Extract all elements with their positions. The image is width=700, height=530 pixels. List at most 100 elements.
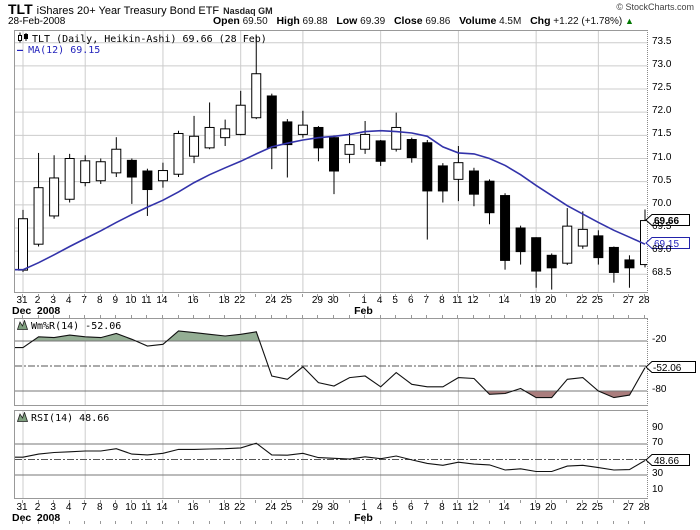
month-axis-label: 2008 (36, 512, 61, 524)
candle-down (484, 180, 495, 214)
axis-tick (68, 500, 70, 503)
axis-tick (644, 521, 645, 524)
axis-tick (146, 521, 148, 524)
candle-down (375, 140, 386, 162)
axis-tick (410, 500, 412, 503)
axis-tick (628, 500, 630, 503)
axis-tick (255, 294, 257, 297)
axis-tick (239, 521, 241, 524)
date-axis-label: 2 (34, 295, 41, 306)
axis-tick (317, 521, 319, 524)
candle-up (111, 148, 122, 174)
date-axis-label: 9 (112, 295, 119, 306)
candle-down (126, 159, 137, 178)
close-value: 69.86 (425, 16, 451, 27)
axis-tick (379, 521, 381, 524)
axis-tick (115, 294, 117, 297)
date-axis-label: 22 (234, 295, 246, 306)
axis-tick (115, 521, 117, 524)
low-label: Low (336, 15, 358, 27)
date-axis-label: 30 (327, 295, 339, 306)
williams-r-panel (14, 318, 648, 406)
axis-tick (208, 500, 210, 503)
candle-up (49, 177, 60, 217)
axis-tick (286, 294, 288, 297)
axis-tick (333, 521, 334, 524)
axis-tick (348, 294, 350, 297)
date-axis-label: 25 (280, 295, 292, 306)
axis-tick (22, 294, 23, 297)
low-value: 69.39 (360, 16, 386, 27)
ma-value-badge-text: 69.15 (654, 239, 679, 250)
candle-down (266, 95, 277, 149)
change-up-arrow-icon: ▲ (625, 16, 634, 26)
price-axis-label: 72.0 (652, 105, 672, 117)
month-axis-label: Dec (12, 305, 32, 317)
date-axis-label: 12 (467, 502, 479, 513)
date-axis-label: 28 (638, 502, 650, 513)
month-axis-label: Feb (354, 512, 373, 524)
axis-tick (286, 500, 288, 503)
date-axis-label: 7 (81, 295, 87, 306)
axis-tick (130, 294, 132, 297)
date-axis-label: 14 (498, 295, 510, 306)
date-axis-label: 4 (376, 295, 383, 306)
axis-tick (426, 521, 428, 524)
date-axis-label: 24 (265, 502, 277, 513)
price-axis-label: 73.0 (652, 58, 672, 70)
candle-up (173, 132, 184, 175)
candle-up (157, 170, 168, 182)
month-axis-label: Feb (354, 305, 373, 317)
candle-down (546, 254, 557, 269)
indicator-area-icon (16, 319, 29, 330)
candlestick-plot (15, 31, 647, 292)
candle-up (297, 124, 308, 135)
axis-tick (472, 500, 474, 503)
date-axis-label: 14 (156, 295, 168, 306)
candle-up (204, 126, 215, 149)
date-axis-label: 25 (591, 295, 603, 306)
rsi-value-badge-text: 48.66 (654, 456, 679, 467)
axis-tick (581, 500, 583, 503)
date-axis-label: 24 (265, 295, 277, 306)
date-axis-label: 11 (452, 295, 463, 306)
candle-down (142, 170, 153, 191)
candle-up (64, 158, 75, 200)
axis-tick (535, 500, 537, 503)
date-axis-label: 6 (407, 502, 414, 513)
axis-tick (644, 294, 645, 297)
axis-tick (597, 521, 599, 524)
axis-tick (161, 294, 163, 297)
date-axis-label: 8 (439, 502, 445, 513)
axis-tick (348, 521, 350, 524)
axis-tick (488, 294, 490, 297)
date-axis-label: 16 (187, 295, 199, 306)
axis-tick (317, 294, 319, 297)
axis-tick (457, 294, 459, 297)
axis-tick (426, 500, 428, 503)
date-axis-label: 30 (327, 502, 339, 513)
rsi-value-badge: 48.66 (645, 454, 690, 467)
ma-value-badge: 69.15 (645, 237, 690, 250)
axis-tick (612, 500, 614, 503)
rsi-plot (15, 411, 647, 498)
axis-tick (53, 294, 55, 297)
axis-tick (177, 521, 179, 524)
axis-tick (628, 521, 630, 524)
axis-tick (177, 500, 179, 503)
date-axis-label: 19 (529, 502, 541, 513)
williams-r-line (15, 330, 646, 399)
axis-tick (581, 521, 583, 524)
ma-legend: — MA(12) 69.15 (17, 45, 100, 56)
axis-tick (410, 294, 412, 297)
axis-tick (457, 521, 459, 524)
candle-up (235, 104, 246, 135)
candle-down (624, 259, 635, 269)
date-axis-label: 31 (16, 295, 28, 306)
date-axis-label: 4 (65, 502, 72, 513)
candle-down (329, 137, 339, 172)
axis-tick (519, 294, 521, 297)
candle-down (422, 142, 433, 192)
rsi-panel (14, 410, 648, 499)
price-axis-label: 73.5 (652, 35, 672, 47)
